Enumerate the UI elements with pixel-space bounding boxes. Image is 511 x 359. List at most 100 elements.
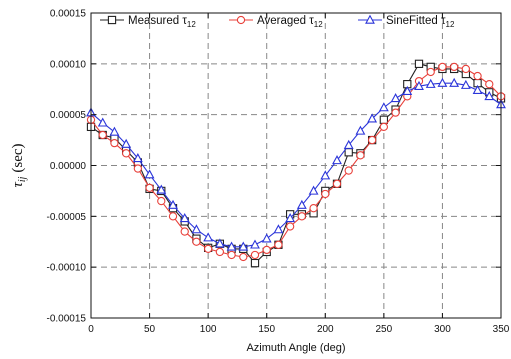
data-point: [321, 189, 330, 199]
data-point: [109, 126, 120, 136]
data-point: [332, 155, 342, 165]
data-point: [214, 238, 225, 248]
data-point: [402, 85, 413, 96]
y-axis-symbol: τ: [10, 182, 26, 188]
y-tick-label: 0.00015: [50, 9, 87, 20]
data-point: [367, 135, 377, 145]
data-point: [97, 117, 108, 127]
data-point: [144, 169, 155, 179]
data-point: [192, 237, 201, 246]
data-point: [132, 153, 143, 163]
data-point: [355, 125, 366, 135]
data-point: [250, 258, 260, 268]
x-tick-label: 150: [258, 324, 275, 335]
series-line: [90, 63, 502, 264]
data-point: [110, 138, 119, 148]
legend-item: Averaged τ12: [229, 15, 323, 29]
data-point: [425, 78, 436, 88]
data-point: [250, 239, 260, 249]
data-point: [449, 77, 460, 87]
data-point: [449, 62, 459, 72]
data-point: [297, 212, 307, 221]
data-point: [379, 122, 389, 132]
data-point: [308, 185, 319, 195]
data-point: [238, 241, 249, 251]
data-point: [145, 183, 154, 193]
data-point: [261, 233, 272, 243]
y-tick-label: 0.00005: [50, 110, 87, 121]
legend-label: Measured τ12: [128, 15, 196, 29]
data-point: [414, 59, 424, 68]
data-point: [473, 71, 482, 81]
data-point: [414, 80, 424, 90]
data-point: [344, 148, 353, 157]
data-point: [390, 93, 401, 103]
x-tick-label: 50: [144, 324, 156, 335]
x-tick-label: 350: [493, 324, 510, 335]
data-point: [344, 166, 353, 175]
y-tick-label: -0.00015: [47, 314, 87, 325]
data-point: [121, 149, 131, 158]
data-point: [156, 184, 167, 194]
data-point: [485, 80, 494, 89]
data-point: [472, 84, 483, 95]
x-tick-label: 250: [376, 324, 393, 335]
legend-marker: [107, 15, 117, 25]
data-point: [227, 250, 236, 260]
data-point: [133, 164, 143, 173]
legend-label: Averaged τ12: [257, 15, 323, 29]
data-point: [309, 204, 318, 213]
data-point: [378, 102, 389, 112]
data-point: [438, 62, 447, 72]
y-tick-label: -0.00010: [47, 263, 87, 274]
data-point: [273, 224, 284, 234]
data-point: [191, 224, 202, 234]
data-point: [320, 170, 331, 180]
legend-marker: [365, 14, 375, 24]
data-point: [285, 222, 295, 231]
series-layer: [86, 59, 506, 268]
data-point: [379, 115, 389, 124]
data-point: [426, 67, 435, 77]
data-point: [262, 245, 271, 255]
data-point: [203, 232, 214, 242]
data-point: [121, 138, 132, 148]
y-tick-label: 0.00010: [50, 59, 87, 70]
legend: Measured τ12 Averaged τ12 SineFitted τ12: [100, 14, 455, 29]
x-tick-label: 100: [200, 324, 217, 335]
data-point: [343, 139, 354, 149]
legend-marker: [236, 15, 246, 25]
data-point: [180, 227, 189, 236]
data-point: [226, 241, 237, 251]
data-point: [461, 64, 471, 74]
series-1: [86, 62, 506, 262]
x-tick-label: 0: [88, 324, 94, 335]
grid: [91, 13, 501, 318]
series-2: [86, 77, 506, 251]
data-point: [437, 77, 448, 87]
data-point: [168, 199, 178, 209]
legend-label: SineFitted τ12: [386, 15, 455, 29]
data-point: [367, 113, 378, 123]
y-axis-subscript: ij: [17, 176, 28, 182]
data-point: [356, 151, 365, 160]
data-point: [239, 252, 248, 262]
legend-item: Measured τ12: [100, 15, 196, 29]
y-tick-label: -0.00005: [47, 212, 87, 223]
data-point: [391, 108, 400, 117]
x-tick-label: 300: [434, 324, 451, 335]
data-point: [98, 130, 107, 140]
data-point: [274, 240, 283, 249]
data-point: [250, 250, 260, 260]
data-point: [157, 196, 166, 206]
data-point: [296, 199, 307, 209]
series-line: [90, 66, 502, 258]
data-point: [168, 212, 178, 221]
data-point: [285, 213, 296, 223]
data-point: [215, 247, 225, 257]
data-point: [484, 91, 495, 101]
x-tick-label: 200: [317, 324, 334, 335]
legend-item: SineFitted τ12: [358, 14, 455, 29]
data-point: [332, 179, 342, 188]
